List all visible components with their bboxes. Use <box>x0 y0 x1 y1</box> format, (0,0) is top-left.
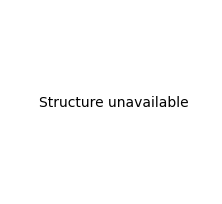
Text: Structure unavailable: Structure unavailable <box>39 96 188 110</box>
